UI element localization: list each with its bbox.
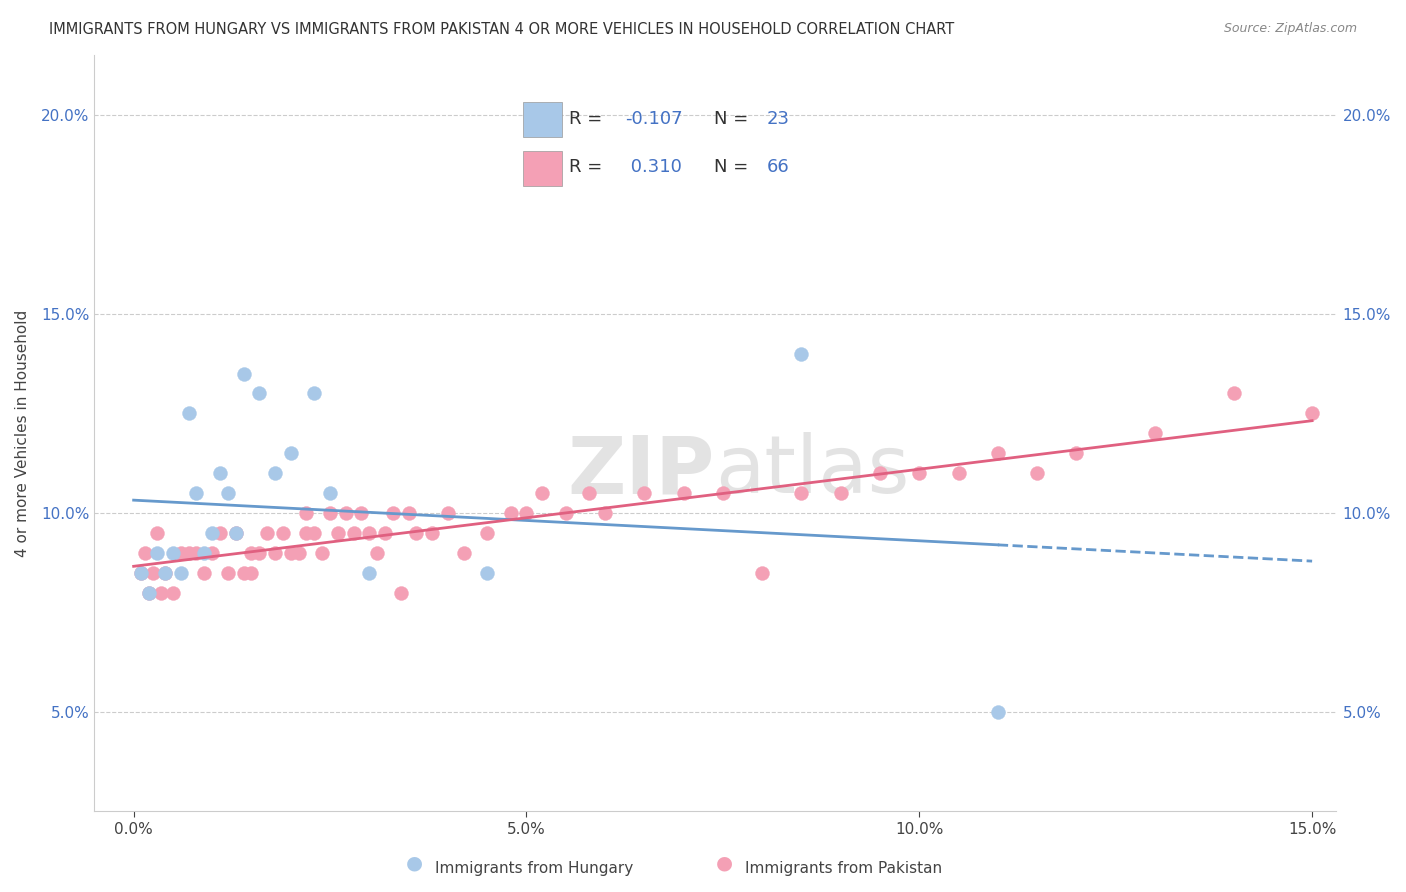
Point xyxy=(264,466,287,480)
Point xyxy=(247,546,270,560)
Point xyxy=(142,566,165,580)
Point xyxy=(146,525,169,540)
Point xyxy=(499,506,522,520)
Point xyxy=(343,525,366,540)
Point xyxy=(134,546,156,560)
Point xyxy=(633,486,655,500)
Text: ●: ● xyxy=(406,854,423,872)
Point xyxy=(1222,386,1244,401)
Point xyxy=(326,525,349,540)
Point xyxy=(153,566,176,580)
Point xyxy=(225,525,247,540)
Point xyxy=(271,525,294,540)
Point xyxy=(201,525,224,540)
Point xyxy=(374,525,396,540)
Point xyxy=(1143,426,1166,441)
Point xyxy=(193,566,215,580)
Point xyxy=(131,566,153,580)
Point xyxy=(790,347,813,361)
Point xyxy=(280,546,302,560)
Point xyxy=(830,486,852,500)
Point xyxy=(515,506,537,520)
Point xyxy=(177,406,200,420)
Point xyxy=(225,525,247,540)
Point xyxy=(232,367,254,381)
Text: ZIP: ZIP xyxy=(568,432,716,510)
Point xyxy=(593,506,616,520)
Point xyxy=(1066,446,1088,460)
Point xyxy=(209,525,232,540)
Point xyxy=(287,546,309,560)
Point xyxy=(350,506,373,520)
Point xyxy=(751,566,773,580)
Text: Immigrants from Pakistan: Immigrants from Pakistan xyxy=(745,861,942,876)
Text: IMMIGRANTS FROM HUNGARY VS IMMIGRANTS FROM PAKISTAN 4 OR MORE VEHICLES IN HOUSEH: IMMIGRANTS FROM HUNGARY VS IMMIGRANTS FR… xyxy=(49,22,955,37)
Point xyxy=(201,546,224,560)
Point xyxy=(672,486,695,500)
Point xyxy=(170,566,193,580)
Point xyxy=(366,546,388,560)
Point xyxy=(908,466,931,480)
Point xyxy=(232,566,254,580)
Text: ●: ● xyxy=(716,854,733,872)
Point xyxy=(453,546,475,560)
Y-axis label: 4 or more Vehicles in Household: 4 or more Vehicles in Household xyxy=(15,310,30,557)
Point xyxy=(162,546,184,560)
Point xyxy=(146,546,169,560)
Point xyxy=(217,486,239,500)
Point xyxy=(335,506,357,520)
Point xyxy=(475,566,498,580)
Point xyxy=(295,506,318,520)
Point xyxy=(138,585,160,599)
Point xyxy=(280,446,302,460)
Point xyxy=(790,486,813,500)
Text: Immigrants from Hungary: Immigrants from Hungary xyxy=(434,861,634,876)
Point xyxy=(304,525,326,540)
Point xyxy=(304,386,326,401)
Point xyxy=(162,585,184,599)
Point xyxy=(948,466,970,480)
Point xyxy=(711,486,734,500)
Point xyxy=(240,546,263,560)
Point xyxy=(150,585,173,599)
Text: atlas: atlas xyxy=(716,432,910,510)
Point xyxy=(177,546,200,560)
Point xyxy=(295,525,318,540)
Point xyxy=(381,506,404,520)
Point xyxy=(138,585,160,599)
Point xyxy=(311,546,333,560)
Point xyxy=(186,486,208,500)
Text: Source: ZipAtlas.com: Source: ZipAtlas.com xyxy=(1223,22,1357,36)
Point xyxy=(359,525,381,540)
Point xyxy=(256,525,278,540)
Point xyxy=(420,525,443,540)
Point xyxy=(193,546,215,560)
Point xyxy=(319,506,342,520)
Point xyxy=(209,466,232,480)
Point xyxy=(1301,406,1323,420)
Point xyxy=(405,525,427,540)
Point xyxy=(531,486,554,500)
Point xyxy=(319,486,342,500)
Point xyxy=(987,705,1010,719)
Point xyxy=(131,566,153,580)
Point xyxy=(398,506,420,520)
Point xyxy=(247,386,270,401)
Point xyxy=(217,566,239,580)
Point xyxy=(554,506,576,520)
Point xyxy=(987,446,1010,460)
Point xyxy=(437,506,460,520)
Point xyxy=(475,525,498,540)
Point xyxy=(240,566,263,580)
Point xyxy=(869,466,891,480)
Point xyxy=(578,486,600,500)
Point xyxy=(264,546,287,560)
Point xyxy=(359,566,381,580)
Point xyxy=(153,566,176,580)
Point xyxy=(1026,466,1049,480)
Point xyxy=(389,585,412,599)
Point xyxy=(170,546,193,560)
Point xyxy=(186,546,208,560)
